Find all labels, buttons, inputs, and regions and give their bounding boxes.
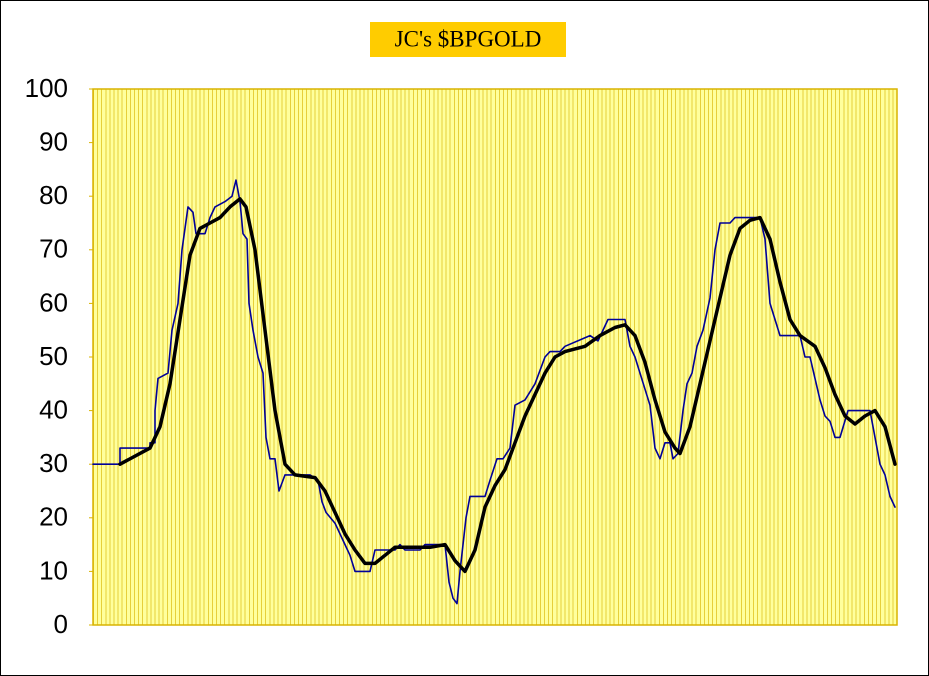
y-tick-label: 60 bbox=[39, 287, 68, 317]
series-line bbox=[92, 179, 896, 605]
series-line bbox=[118, 197, 897, 574]
y-tick-label: 70 bbox=[39, 234, 68, 264]
y-tick-label: 0 bbox=[54, 609, 68, 639]
y-tick-label: 100 bbox=[25, 73, 68, 103]
chart-title: JC's $BPGOLD bbox=[395, 26, 542, 51]
y-tick-label: 20 bbox=[39, 502, 68, 532]
y-tick-label: 40 bbox=[39, 394, 68, 424]
title-box bbox=[370, 22, 566, 57]
y-tick-label: 50 bbox=[39, 341, 68, 371]
y-tick-label: 90 bbox=[39, 126, 68, 156]
y-tick-label: 10 bbox=[39, 555, 68, 585]
y-tick-label: 80 bbox=[39, 180, 68, 210]
plot-border bbox=[92, 88, 898, 626]
y-tick-label: 30 bbox=[39, 448, 68, 478]
plot-area bbox=[93, 89, 897, 625]
